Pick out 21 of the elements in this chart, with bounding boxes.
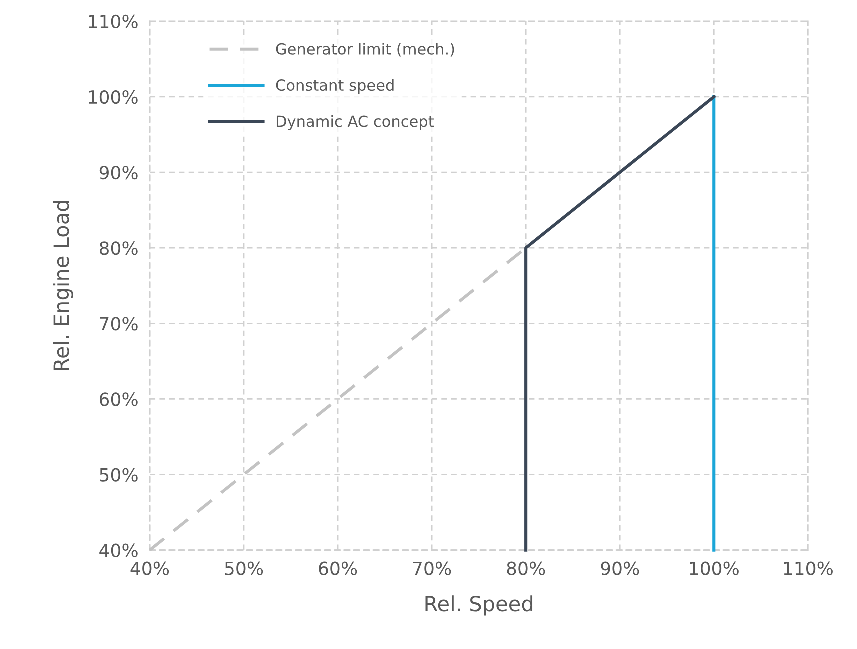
y-tick-label: 110% <box>89 14 138 29</box>
y-tick-label: 80% <box>100 242 138 256</box>
legend-label: Generator limit (mech.) <box>276 43 454 57</box>
y-tick-label: 100% <box>89 90 138 104</box>
legend-label: Constant speed <box>276 79 394 94</box>
y-axis-title: Rel. Engine Load <box>53 201 74 371</box>
x-tick-label: 50% <box>225 562 264 576</box>
x-tick-label: 60% <box>319 562 358 576</box>
x-axis-title: Rel. Speed <box>426 596 533 616</box>
x-tick-label: 110% <box>784 562 833 576</box>
y-tick-label: 90% <box>100 166 138 180</box>
x-tick-label: 40% <box>130 562 170 576</box>
y-tick-label: 40% <box>100 544 138 558</box>
y-tick-label: 50% <box>100 468 138 482</box>
x-tick-label: 70% <box>413 562 452 576</box>
legend-label: Dynamic AC concept <box>276 115 434 130</box>
y-tick-label: 70% <box>100 317 138 331</box>
y-tick-label: 60% <box>100 392 138 406</box>
x-tick-label: 100% <box>690 562 739 576</box>
x-tick-label: 90% <box>601 562 640 576</box>
x-tick-label: 80% <box>507 562 546 576</box>
